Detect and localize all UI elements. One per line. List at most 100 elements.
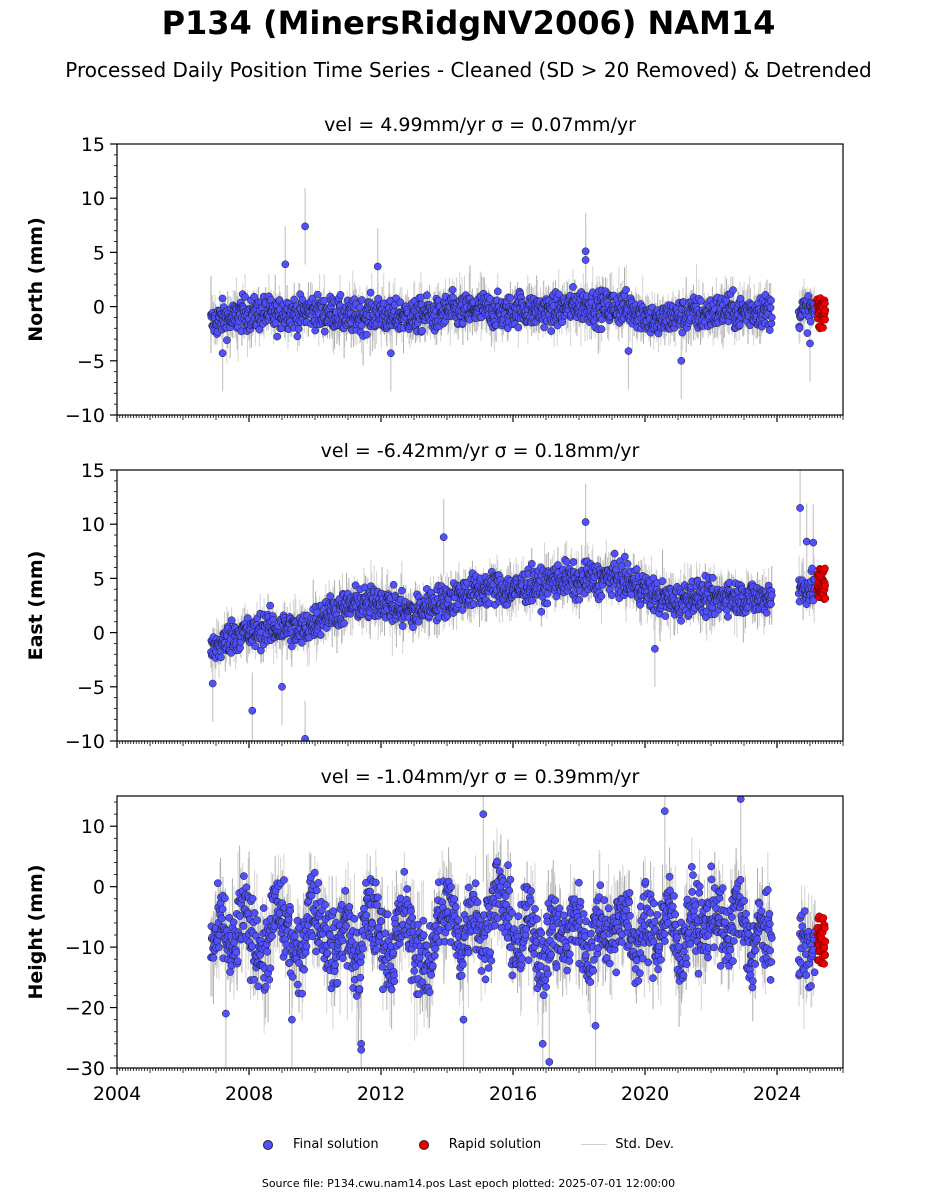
final-solution-point xyxy=(723,613,732,621)
final-solution-point xyxy=(729,286,737,294)
final-solution-point xyxy=(623,559,632,568)
y-axis-label: North (mm) xyxy=(25,217,47,342)
final-solution-point xyxy=(610,549,619,558)
panel-plot-area xyxy=(207,470,830,741)
final-solution-point xyxy=(658,577,667,586)
y-tick-label: 5 xyxy=(93,242,105,264)
final-solution-point xyxy=(767,296,775,305)
final-solution-point xyxy=(287,642,296,651)
x-axis-ticks xyxy=(116,741,844,748)
final-solution-point xyxy=(808,564,817,573)
final-solution-point xyxy=(358,296,366,304)
final-solution-point xyxy=(290,295,299,304)
final-solution-point xyxy=(766,303,775,312)
final-solution-point xyxy=(607,591,616,600)
final-solution-outlier xyxy=(301,222,309,231)
x-axis-ticks xyxy=(116,415,844,422)
final-solution-point xyxy=(414,617,423,626)
final-solution-point xyxy=(389,580,398,589)
final-solution-point xyxy=(448,286,457,294)
final-solution-point xyxy=(398,622,407,630)
final-solution-point xyxy=(636,600,645,609)
y-tick-label: 15 xyxy=(81,134,105,156)
final-solution-point xyxy=(597,325,606,333)
final-solution-point xyxy=(316,631,325,639)
final-solution-point xyxy=(552,592,561,601)
final-solution-point xyxy=(809,596,818,605)
final-solution-point xyxy=(311,326,320,335)
final-solution-outlier xyxy=(581,518,590,526)
final-solution-point xyxy=(227,616,236,625)
final-solution-point xyxy=(678,328,687,337)
rapid-solution-point xyxy=(821,594,830,603)
rapid-solution-point xyxy=(821,315,829,324)
final-solution-outlier xyxy=(439,533,448,542)
final-solution-point xyxy=(293,332,302,341)
panel-plot-area xyxy=(207,188,830,399)
final-solution-points xyxy=(207,222,819,365)
final-solution-outlier xyxy=(624,347,633,355)
final-solution-point xyxy=(767,591,776,600)
final-solution-outlier xyxy=(651,645,659,653)
final-solution-outlier xyxy=(677,356,686,365)
final-solution-point xyxy=(297,638,306,647)
final-solution-point xyxy=(217,653,225,662)
final-solution-point xyxy=(622,286,630,294)
rapid-solution-point xyxy=(821,306,830,315)
rapid-solution-point xyxy=(821,581,829,590)
rapid-solution-point xyxy=(821,564,829,573)
final-solution-point xyxy=(423,291,431,300)
final-solution-point xyxy=(528,596,537,605)
final-solution-point xyxy=(313,290,322,299)
final-solution-point xyxy=(554,290,563,299)
final-solution-point xyxy=(336,290,345,299)
y-tick-label: 0 xyxy=(93,297,105,319)
chart-canvas: −10 −5 0 5 10 15 North (mm) vel = 4.99mm/yr σ =… xyxy=(25,114,844,1105)
final-solution-point xyxy=(558,318,567,327)
final-solution-outlier xyxy=(248,706,257,715)
final-solution-point xyxy=(294,325,303,333)
final-solution-point xyxy=(326,592,335,600)
final-solution-point xyxy=(320,296,329,305)
final-solution-point xyxy=(575,595,584,604)
final-solution-point xyxy=(320,327,329,336)
final-solution-point xyxy=(362,330,371,339)
final-solution-point xyxy=(514,323,523,332)
y-tick-label: −10 xyxy=(65,405,105,427)
final-solution-point xyxy=(803,329,812,337)
final-solution-point xyxy=(223,336,231,345)
final-solution-point xyxy=(409,623,417,632)
final-solution-point xyxy=(218,294,227,303)
final-solution-point xyxy=(251,642,260,651)
final-solution-point xyxy=(543,599,552,608)
final-solution-point xyxy=(795,324,804,333)
final-solution-outlier xyxy=(581,256,590,264)
chart-subtitle: Processed Daily Position Time Series - C… xyxy=(65,58,872,82)
final-solution-point xyxy=(537,607,546,616)
final-solution-point xyxy=(597,592,606,600)
rapid-solution-points xyxy=(813,294,830,333)
final-solution-point xyxy=(271,319,280,328)
final-solution-point xyxy=(569,283,577,291)
final-solution-points xyxy=(207,504,819,741)
final-solution-point xyxy=(250,292,259,301)
final-solution-point xyxy=(697,297,705,305)
final-solution-point xyxy=(735,321,744,330)
y-axis-ticks: −10 −5 0 5 10 15 xyxy=(65,134,117,427)
rapid-solution-point xyxy=(819,323,827,332)
final-solution-outlier xyxy=(809,538,818,547)
final-solution-outlier xyxy=(373,262,382,271)
final-solution-point xyxy=(506,294,515,302)
final-solution-point xyxy=(418,327,426,335)
final-solution-point xyxy=(396,298,405,307)
final-solution-outlier xyxy=(278,682,286,691)
final-solution-outlier xyxy=(301,734,309,741)
panel-title: vel = 4.99mm/yr σ = 0.07mm/yr xyxy=(324,114,636,136)
final-solution-outlier xyxy=(208,679,217,688)
final-solution-outlier xyxy=(796,504,804,512)
y-tick-label: −5 xyxy=(77,351,105,373)
final-solution-point xyxy=(398,586,406,595)
final-solution-point xyxy=(765,326,774,334)
final-solution-point xyxy=(621,552,629,561)
